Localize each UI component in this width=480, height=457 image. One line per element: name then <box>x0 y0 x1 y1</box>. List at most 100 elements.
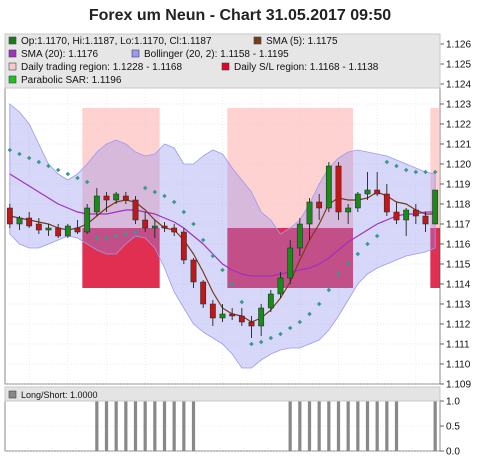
longshort-label: Long/Short: 1.0000 <box>21 390 98 400</box>
parabolic-sar <box>7 147 438 347</box>
longshort-bar <box>143 401 147 451</box>
y-tick-label: 1.112 <box>446 320 471 331</box>
longshort-bar <box>288 401 292 451</box>
y-tick-label: 1.114 <box>446 280 471 291</box>
sar-point <box>374 233 380 239</box>
y-tick-label: 1.110 <box>446 360 471 371</box>
candle-down <box>180 231 187 261</box>
candle-up <box>267 293 274 309</box>
candle-up <box>45 227 52 231</box>
longshort-bar <box>375 401 379 451</box>
trading-regions <box>82 108 440 288</box>
candle-down <box>35 223 42 231</box>
y-tick-label: 1.124 <box>446 80 471 91</box>
longshort-bar <box>365 401 370 451</box>
candle-up <box>219 313 226 319</box>
sar-point <box>123 231 129 237</box>
legend-swatch <box>8 36 17 45</box>
y-tick-label: 1.119 <box>446 180 471 191</box>
sl-region <box>430 228 440 288</box>
longshort-bar <box>172 401 176 451</box>
y-tick-label: 1.117 <box>446 220 471 231</box>
longshort-bar <box>317 401 321 451</box>
y-tick-label: 1.118 <box>446 200 471 211</box>
longshort-bar <box>162 401 167 451</box>
longshort-bar <box>298 401 302 451</box>
candle-up <box>287 247 294 279</box>
y-tick-label: 1.120 <box>446 160 471 171</box>
y-tick-label: 1.122 <box>446 120 471 131</box>
y-tick-label: 1.0 <box>446 397 460 408</box>
y-tick-label: 1.113 <box>446 300 471 311</box>
longshort-bar <box>191 401 196 451</box>
sar-point <box>65 171 71 177</box>
y-tick-label: 1.115 <box>446 260 471 271</box>
y-tick-label: 1.121 <box>446 140 471 151</box>
longshort-bars <box>95 401 437 451</box>
longshort-bar <box>346 401 350 451</box>
longshort-bar <box>336 401 341 451</box>
candle-up <box>364 189 371 195</box>
y-tick-label: 0.5 <box>446 422 460 433</box>
longshort-bar <box>385 401 389 451</box>
candle-up <box>93 195 100 213</box>
longshort-bar <box>394 401 399 451</box>
candle-up <box>16 217 23 225</box>
longshort-bar <box>182 401 186 451</box>
longshort-bar <box>95 401 99 451</box>
candle-down <box>6 207 13 225</box>
candle-up <box>306 201 313 225</box>
candle-up <box>345 207 352 213</box>
sar-point <box>307 311 312 317</box>
sar-point <box>432 169 438 175</box>
longshort-bar <box>133 401 138 451</box>
candle-down <box>103 195 110 201</box>
legend-label: Op:1.1170, Hi:1.1187, Lo:1.1170, Cl:1.11… <box>21 36 212 47</box>
candle-down <box>335 165 342 213</box>
legend-label: Daily S/L region: 1.1168 - 1.1138 <box>234 62 379 73</box>
longshort-bar <box>104 401 109 451</box>
candle-down <box>238 315 245 323</box>
candle-down <box>171 227 178 233</box>
sar-point <box>229 281 235 287</box>
chart-title: Forex um Neun - Chart 31.05.2017 09:50 <box>89 7 391 24</box>
longshort-bar <box>124 401 128 451</box>
candle-up <box>325 165 332 209</box>
candle-down <box>26 217 33 227</box>
y-tick-label: 1.111 <box>446 340 470 351</box>
candle-down <box>422 215 429 225</box>
candle-up <box>113 193 120 201</box>
candle-up <box>277 277 284 295</box>
candle-down <box>316 201 323 209</box>
sar-point <box>326 287 332 293</box>
candle-up <box>403 209 410 221</box>
sar-point <box>336 271 341 277</box>
candle-down <box>55 227 62 237</box>
legend-label: Parabolic SAR: 1.1196 <box>21 75 122 86</box>
sar-point <box>75 175 80 181</box>
legend-swatch <box>131 49 140 58</box>
legend-box <box>4 33 441 89</box>
sar-point <box>220 267 225 273</box>
legend-label: Bollinger (20, 2): 1.1158 - 1.1195 <box>144 49 289 60</box>
longshort-axis: 0.0 0.5 1.0 <box>440 397 460 457</box>
candle-up <box>432 189 439 225</box>
candle-down <box>200 281 207 305</box>
candle-up <box>258 307 265 327</box>
sar-point <box>345 261 351 267</box>
y-tick-label: 1.123 <box>446 100 471 111</box>
sar-point <box>94 235 100 241</box>
legend-swatch <box>8 62 17 71</box>
legend-swatch <box>8 49 17 58</box>
sar-point <box>287 325 293 331</box>
sar-point <box>403 167 409 173</box>
legend-swatch <box>221 62 230 71</box>
sar-point <box>104 235 109 241</box>
legend-label: Daily trading region: 1.1228 - 1.1168 <box>21 62 182 73</box>
price-axis: 1.109 1.110 1.111 1.112 1.113 1.114 1.115 1.116… <box>440 40 471 391</box>
sma20-line <box>9 173 436 277</box>
candle-down <box>393 211 400 221</box>
longshort-bar <box>327 401 331 451</box>
legend-swatch <box>8 75 17 84</box>
